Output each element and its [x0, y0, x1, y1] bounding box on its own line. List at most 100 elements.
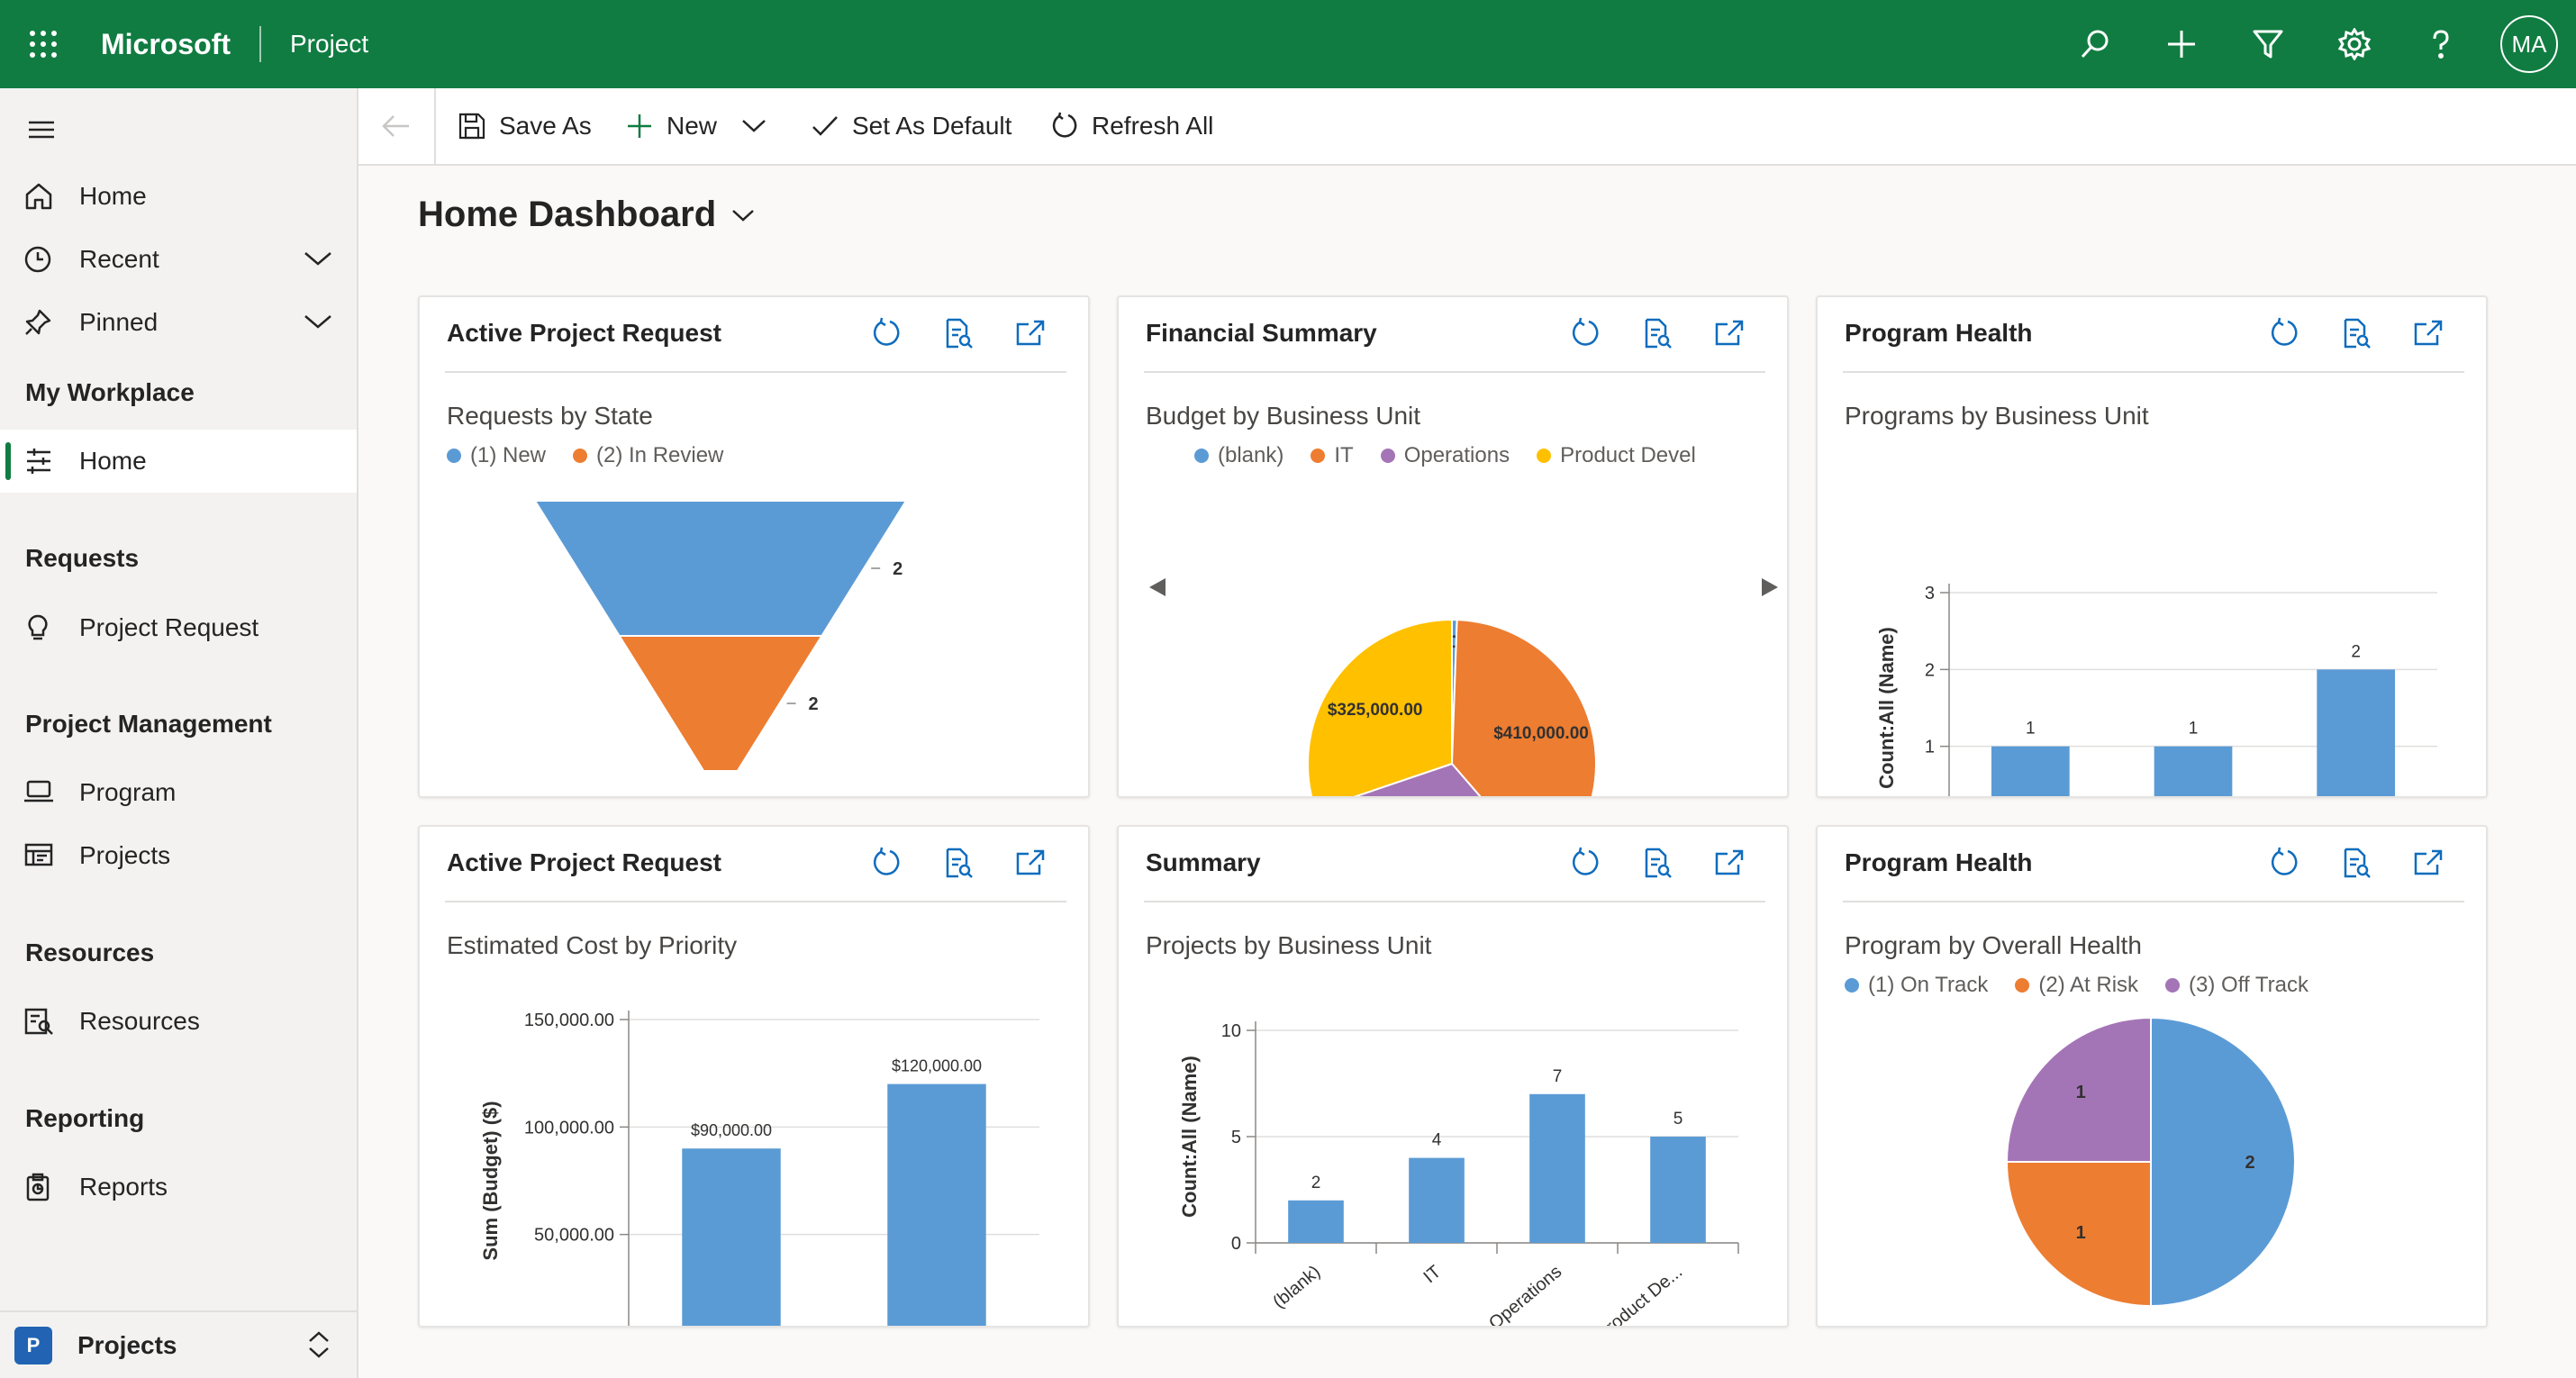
y-axis-title: Count:All (Name)	[1875, 627, 1898, 789]
legend-item[interactable]: (3) Off Track	[2165, 973, 2308, 998]
add-icon[interactable]	[2138, 0, 2225, 88]
pie-slice[interactable]	[2005, 1161, 2152, 1308]
view-records-icon[interactable]	[922, 317, 994, 349]
legend-prev-arrow-icon[interactable]	[1149, 578, 1166, 596]
app-name[interactable]: Project	[290, 30, 369, 58]
chevron-down-icon[interactable]	[303, 312, 333, 331]
data-label: 1	[2189, 720, 2199, 739]
view-records-icon[interactable]	[2320, 847, 2392, 879]
y-axis-title: Count:All (Name)	[1178, 1056, 1201, 1218]
legend-label: (blank)	[1218, 443, 1284, 467]
refresh-icon[interactable]	[1549, 317, 1621, 349]
nav-reports[interactable]: Reports	[0, 1156, 357, 1219]
bar[interactable]	[1409, 1157, 1465, 1243]
chart-title: Estimated Cost by Priority	[447, 931, 738, 959]
filter-icon[interactable]	[2225, 0, 2311, 88]
refresh-icon[interactable]	[2248, 847, 2320, 879]
legend-item[interactable]: (2) At Risk	[2015, 973, 2138, 998]
brand-name[interactable]: Microsoft	[101, 27, 231, 60]
bar[interactable]	[1650, 1137, 1706, 1243]
funnel-segment[interactable]	[533, 500, 908, 637]
x-tick-label: IT	[1420, 1262, 1445, 1287]
bar[interactable]	[887, 1083, 986, 1326]
expand-chart-icon[interactable]	[2392, 847, 2464, 879]
bar[interactable]	[2317, 669, 2396, 796]
pie-slice[interactable]	[2005, 1016, 2152, 1163]
area-switcher[interactable]: P Projects	[0, 1310, 357, 1378]
data-label: 7	[1553, 1067, 1563, 1086]
legend-item[interactable]: (1) On Track	[1845, 973, 1988, 998]
expand-chart-icon[interactable]	[994, 847, 1066, 879]
y-tick-label: 50,000.00	[534, 1226, 614, 1246]
bar[interactable]	[1288, 1200, 1344, 1243]
chart-canvas: 0.0050,000.00100,000.00150,000.00$90,000…	[479, 1011, 1039, 1326]
help-icon[interactable]	[2398, 0, 2484, 88]
settings-gear-icon[interactable]	[2311, 0, 2398, 88]
expand-chart-icon[interactable]	[1693, 317, 1765, 349]
refresh-all-button[interactable]: Refresh All	[1050, 88, 1213, 164]
nav-recent[interactable]: Recent	[0, 228, 357, 291]
view-records-icon[interactable]	[2320, 317, 2392, 349]
new-button[interactable]: New	[625, 88, 780, 164]
chevron-down-icon[interactable]	[740, 117, 767, 135]
nav-projects[interactable]: Projects	[0, 824, 357, 887]
nav-home[interactable]: Home	[0, 165, 357, 228]
up-down-chevron-icon[interactable]	[306, 1328, 331, 1361]
chevron-down-icon[interactable]	[303, 249, 333, 268]
legend-item[interactable]: (blank)	[1194, 443, 1283, 468]
legend-item[interactable]: (2) In Review	[573, 443, 723, 468]
refresh-icon[interactable]	[2248, 317, 2320, 349]
chart-canvas: 2 1 1	[2005, 1016, 2296, 1308]
view-records-icon[interactable]	[1621, 317, 1693, 349]
data-label: $410,000.00	[1493, 724, 1589, 743]
bar[interactable]	[682, 1148, 781, 1326]
nav-workplace-home[interactable]: Home	[0, 430, 357, 493]
view-records-icon[interactable]	[1621, 847, 1693, 879]
save-as-button[interactable]: Save As	[458, 88, 592, 164]
lightbulb-icon	[23, 613, 52, 642]
view-records-icon[interactable]	[922, 847, 994, 879]
legend-item[interactable]: Product Devel	[1537, 443, 1696, 468]
nav-resources-label: Resources	[79, 1007, 200, 1035]
legend-dot	[1194, 449, 1209, 463]
nav-resources[interactable]: Resources	[0, 990, 357, 1053]
save-as-icon	[458, 113, 485, 140]
bar[interactable]	[1529, 1093, 1585, 1243]
set-as-default-button[interactable]: Set As Default	[811, 88, 1011, 164]
hamburger-menu-icon[interactable]	[18, 113, 61, 146]
nav-project-request[interactable]: Project Request	[0, 596, 357, 659]
legend-item[interactable]: (1) New	[447, 443, 546, 468]
refresh-icon[interactable]	[850, 317, 922, 349]
pie-slice[interactable]	[1315, 762, 1546, 796]
search-icon[interactable]	[2052, 0, 2138, 88]
dashboard-title-selector[interactable]: Home Dashboard	[418, 195, 756, 235]
card-header: Program Health	[1843, 297, 2464, 373]
funnel-segment[interactable]	[617, 635, 824, 772]
legend-next-arrow-icon[interactable]	[1762, 578, 1778, 596]
legend-label: (3) Off Track	[2189, 973, 2308, 997]
checkmark-icon	[812, 116, 838, 136]
expand-chart-icon[interactable]	[1693, 847, 1765, 879]
expand-chart-icon[interactable]	[994, 317, 1066, 349]
refresh-icon[interactable]	[1549, 847, 1621, 879]
legend-dot	[2015, 978, 2030, 993]
nav-workplace-home-label: Home	[79, 447, 147, 475]
dashboard-card-5: Summary Projects by Business Unit 0 5 10 2 (…	[1117, 825, 1789, 1328]
pie-slice[interactable]	[2150, 1016, 2296, 1308]
nav-program[interactable]: Program	[0, 761, 357, 824]
chevron-down-icon[interactable]	[730, 207, 756, 223]
pie-slice[interactable]	[1307, 618, 1453, 796]
pie-slice[interactable]	[1450, 619, 1597, 796]
expand-chart-icon[interactable]	[2392, 317, 2464, 349]
refresh-icon[interactable]	[850, 847, 922, 879]
legend-item[interactable]: Operations	[1380, 443, 1510, 468]
bar[interactable]	[2154, 746, 2233, 796]
data-label: 2	[2245, 1153, 2254, 1173]
user-avatar[interactable]: MA	[2500, 15, 2558, 73]
app-launcher-icon[interactable]	[0, 0, 86, 88]
bar[interactable]	[1991, 746, 2070, 796]
data-label: 1	[2076, 1223, 2086, 1243]
nav-pinned[interactable]: Pinned	[0, 291, 357, 354]
back-arrow-icon[interactable]	[358, 88, 436, 164]
legend-item[interactable]: IT	[1311, 443, 1354, 468]
